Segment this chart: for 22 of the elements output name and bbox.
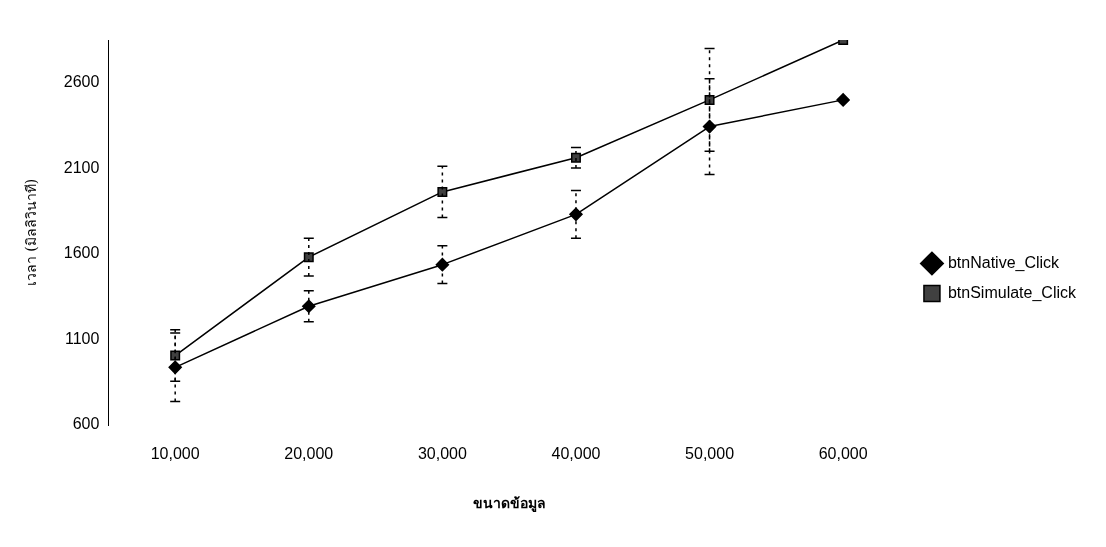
point <box>704 94 715 105</box>
legend-label: btnSimulate_Click <box>947 283 1077 302</box>
x-tick-label: 10,000 <box>150 445 200 463</box>
y-tick-label: 2100 <box>63 158 100 176</box>
x-tick-label: 50,000 <box>685 445 735 463</box>
point <box>435 257 450 272</box>
legend-label: btnNative_Click <box>947 253 1061 272</box>
y-tick-label: 600 <box>72 415 100 433</box>
point <box>437 186 448 197</box>
y-axis-title: เวลา (มิลลิวินาที) <box>23 178 40 287</box>
point <box>702 119 717 134</box>
x-tick-label: 40,000 <box>551 445 601 463</box>
point <box>569 207 583 222</box>
x-axis-title: ขนาดข้อมูล <box>472 495 546 513</box>
x-tick-label: 20,000 <box>284 445 334 463</box>
point <box>836 93 850 107</box>
y-tick-label: 1600 <box>63 244 100 262</box>
x-tick-label: 30,000 <box>417 445 467 463</box>
y-tick-label: 1100 <box>64 329 100 347</box>
y-tick-label: 2600 <box>63 73 100 91</box>
point <box>302 299 316 313</box>
x-tick-label: 60,000 <box>818 445 868 463</box>
